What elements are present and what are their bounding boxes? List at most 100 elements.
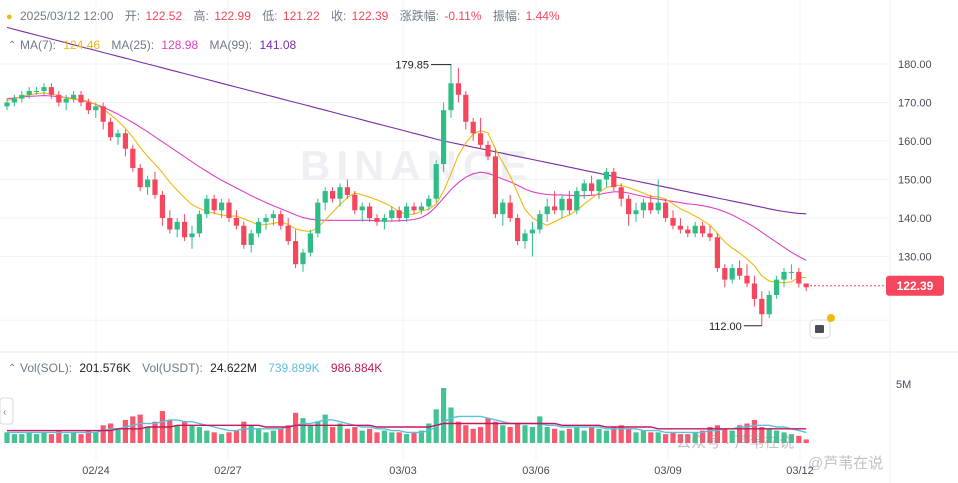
candle-body <box>315 202 321 234</box>
vol-sol-label: Vol(SOL): <box>20 361 72 375</box>
volume-bar <box>145 427 151 443</box>
volume-bar <box>359 430 365 443</box>
volume-bar <box>522 425 528 443</box>
candle-body <box>233 218 239 226</box>
current-price-label: 122.39 <box>897 279 934 293</box>
info-icon[interactable]: ● <box>6 11 13 23</box>
candle-body <box>707 233 713 238</box>
volume-bars <box>4 388 809 443</box>
volume-bar <box>93 432 99 443</box>
candle-body <box>485 144 491 157</box>
high-value: 122.99 <box>214 9 251 23</box>
svg-text:MA(7): 124.46 MA(2: MA(7): 124.46 MA(25): 128.98 MA(99): 141… <box>20 38 297 52</box>
overlay-watermark: 公众号 · 芦苇在说 @芦苇在说 <box>676 434 883 472</box>
order-book-icon[interactable] <box>809 314 835 339</box>
open-value: 122.52 <box>145 9 182 23</box>
candle-body <box>56 94 62 103</box>
volume-bar <box>189 425 195 443</box>
scroll-left-handle[interactable]: ‹ <box>0 397 14 425</box>
ma-legend-toggle-icon[interactable]: ⌃ <box>8 40 16 51</box>
vol-ma2-line <box>7 422 807 432</box>
candle-body <box>337 187 343 199</box>
candle-body <box>34 90 40 92</box>
volume-bar <box>300 418 306 443</box>
candle-body <box>4 102 10 107</box>
volume-bar <box>115 428 121 443</box>
volume-bar <box>648 432 654 443</box>
volume-bar <box>500 425 506 443</box>
grid-lines <box>0 0 890 460</box>
volume-bar <box>552 428 558 443</box>
volume-bar <box>492 421 498 443</box>
price-tick: 180.00 <box>898 59 932 71</box>
candle-body <box>196 214 202 234</box>
volume-bar <box>241 421 247 443</box>
volume-bar <box>396 432 402 443</box>
volume-bar <box>455 421 461 443</box>
candle-body <box>781 271 787 280</box>
ma7-value: 124.46 <box>63 38 100 52</box>
candle-body <box>211 198 217 211</box>
volume-bar <box>707 427 713 443</box>
candle-body <box>293 241 299 265</box>
candle-body <box>515 218 521 242</box>
volume-bar <box>751 419 757 443</box>
candle-body <box>48 87 54 95</box>
candle-body <box>108 121 114 138</box>
vol-ma1-line <box>7 415 807 434</box>
open-label: 开: <box>125 9 140 23</box>
amp-label: 振幅: <box>493 8 520 23</box>
candle-body <box>611 171 617 188</box>
candle-body <box>729 268 735 280</box>
volume-bar <box>374 432 380 443</box>
candle-body <box>700 225 706 234</box>
volume-bar <box>152 421 158 443</box>
candle-body <box>159 194 165 218</box>
time-tick: 02/24 <box>82 465 110 477</box>
candle-body <box>441 110 447 165</box>
time-axis: 02/24 02/27 03/03 03/06 03/09 03/12 <box>82 465 814 477</box>
candle-body <box>256 221 262 234</box>
volume-bar <box>256 428 262 443</box>
candle-body <box>396 210 402 218</box>
volume-bar <box>544 427 550 443</box>
candle-body <box>63 98 69 103</box>
volume-bar <box>381 430 387 443</box>
binance-watermark: BINANCE <box>300 142 533 189</box>
candle-body <box>737 268 743 276</box>
volume-bar <box>418 430 424 443</box>
volume-bar <box>167 419 173 443</box>
candle-body <box>574 191 580 211</box>
volume-bar <box>663 434 669 443</box>
ma7-label: MA(7): <box>20 38 56 52</box>
volume-bar <box>759 427 765 443</box>
volume-bar <box>478 427 484 443</box>
candle-body <box>566 198 572 211</box>
volume-bar <box>685 434 691 443</box>
volume-bar <box>100 425 106 443</box>
candle-body <box>152 179 158 195</box>
candle-body <box>263 218 269 222</box>
candle-body <box>455 83 461 95</box>
candle-body <box>803 283 809 288</box>
candle-body <box>685 229 691 234</box>
change-value: -0.11% <box>444 9 481 23</box>
candle-body <box>100 106 106 122</box>
candle-body <box>596 179 602 192</box>
volume-bar <box>352 427 358 443</box>
high-label: 高: <box>194 8 209 23</box>
time-tick: 03/03 <box>389 465 417 477</box>
ma99-label: MA(99): <box>209 38 252 52</box>
volume-bar <box>278 428 284 443</box>
candle-body <box>714 237 720 269</box>
candle-body <box>626 198 632 215</box>
volume-bar <box>774 430 780 443</box>
volume-bar <box>574 427 580 443</box>
candle-body <box>463 94 469 122</box>
candle-body <box>448 83 454 111</box>
volume-bar <box>603 430 609 443</box>
candlesticks[interactable] <box>4 64 809 326</box>
volume-legend-toggle-icon[interactable]: ⌃ <box>8 363 16 374</box>
chevron-left-icon: ‹ <box>3 407 6 418</box>
